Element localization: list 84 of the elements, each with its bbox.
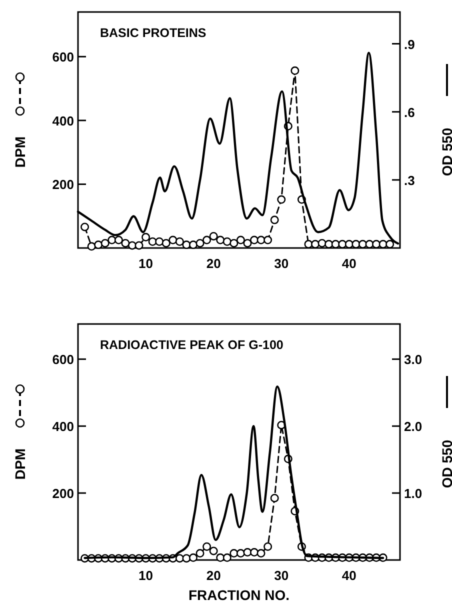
point xyxy=(155,237,164,246)
point xyxy=(311,240,320,248)
y-axis-title: DPM xyxy=(12,448,28,480)
x-tick-label: 20 xyxy=(206,256,221,271)
point xyxy=(134,241,144,250)
point xyxy=(121,238,130,248)
point xyxy=(277,195,286,204)
point xyxy=(209,232,218,240)
point xyxy=(250,548,259,557)
point xyxy=(162,238,170,248)
x-tick-label: 20 xyxy=(206,568,221,583)
point xyxy=(182,240,191,250)
point xyxy=(202,542,212,551)
point xyxy=(114,236,123,244)
x-tick-label: 10 xyxy=(138,568,154,583)
point xyxy=(243,548,252,557)
point xyxy=(338,240,347,248)
y2-tick-label: 3.0 xyxy=(404,352,422,368)
point xyxy=(216,553,225,562)
point xyxy=(209,546,218,556)
point xyxy=(148,237,157,246)
y2-tick-label: .6 xyxy=(404,104,415,120)
point xyxy=(168,236,178,244)
point xyxy=(344,240,354,248)
point xyxy=(196,549,204,558)
x-tick-label: 30 xyxy=(274,256,289,271)
y-tick-label: 200 xyxy=(52,486,74,502)
x-tick-label: 30 xyxy=(274,568,289,583)
y-tick-label: 200 xyxy=(52,177,74,192)
point xyxy=(230,549,238,558)
x-axis-title: FRACTION NO. xyxy=(188,587,290,603)
point xyxy=(236,236,245,244)
point xyxy=(264,542,272,551)
point xyxy=(128,241,136,250)
point xyxy=(175,554,184,563)
point xyxy=(372,240,381,248)
point xyxy=(142,232,150,242)
point xyxy=(222,553,232,562)
point xyxy=(290,66,300,75)
point xyxy=(175,237,184,246)
y-tick-label: 400 xyxy=(52,113,74,128)
point xyxy=(216,236,225,244)
point xyxy=(236,549,245,558)
text: RADIOACTIVE PEAK OF G-100 xyxy=(100,338,284,352)
point xyxy=(256,549,266,558)
point xyxy=(264,236,272,244)
point xyxy=(331,240,340,248)
point xyxy=(100,238,110,248)
point xyxy=(318,238,326,248)
x-tick-label: 40 xyxy=(342,256,356,271)
point xyxy=(80,222,90,232)
point xyxy=(378,240,388,248)
point xyxy=(358,240,367,248)
y-tick-label: 600 xyxy=(52,50,74,65)
y2-tick-label: .3 xyxy=(404,172,415,188)
point xyxy=(352,240,360,248)
point xyxy=(196,238,204,248)
y2-tick-label: 1.0 xyxy=(404,486,422,502)
y-tick-label: 600 xyxy=(52,352,74,368)
point xyxy=(188,553,198,562)
point xyxy=(386,240,394,248)
point xyxy=(324,240,334,248)
point xyxy=(202,236,212,244)
x-tick-label: 40 xyxy=(342,568,356,583)
point xyxy=(270,216,279,224)
y2-tick-label: .9 xyxy=(404,36,415,52)
y-tick-label: 400 xyxy=(52,419,74,434)
x-tick-label: 10 xyxy=(138,256,154,271)
point xyxy=(270,494,279,502)
point xyxy=(304,240,313,248)
point xyxy=(222,237,232,246)
y2-tick-label: 2.0 xyxy=(404,419,422,434)
point xyxy=(188,240,198,250)
y2-axis-title: OD 550 xyxy=(439,440,452,488)
point xyxy=(365,240,374,248)
text: BASIC PROTEINS xyxy=(100,26,206,40)
point xyxy=(87,242,96,251)
point xyxy=(250,236,259,244)
point xyxy=(243,238,252,248)
point xyxy=(182,554,191,563)
y2-axis-title: OD 550 xyxy=(439,128,452,176)
point xyxy=(230,238,238,248)
point xyxy=(94,240,103,250)
y-axis-title: DPM xyxy=(12,136,28,168)
